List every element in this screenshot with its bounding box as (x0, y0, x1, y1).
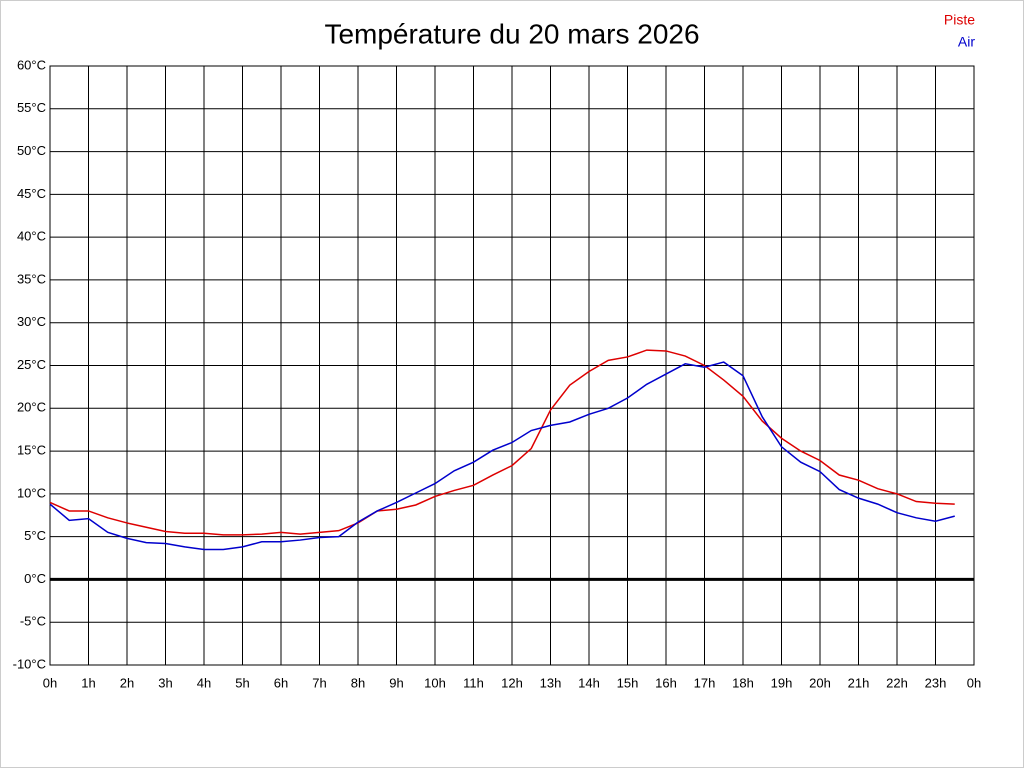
x-tick-label: 9h (389, 675, 403, 690)
chart-title: Température du 20 mars 2026 (324, 18, 699, 49)
x-tick-label: 13h (540, 675, 562, 690)
y-tick-label: -5°C (20, 614, 46, 629)
y-tick-label: 35°C (17, 271, 46, 286)
x-tick-label: 14h (578, 675, 600, 690)
y-tick-label: -10°C (13, 656, 46, 671)
x-tick-label: 22h (886, 675, 908, 690)
y-tick-label: 20°C (17, 400, 46, 415)
x-tick-label: 8h (351, 675, 365, 690)
y-tick-label: 50°C (17, 143, 46, 158)
y-tick-label: 15°C (17, 443, 46, 458)
x-tick-label: 1h (81, 675, 95, 690)
y-tick-label: 60°C (17, 57, 46, 72)
y-tick-label: 5°C (24, 528, 46, 543)
x-tick-label: 4h (197, 675, 211, 690)
x-tick-label: 18h (732, 675, 754, 690)
x-tick-label: 11h (463, 675, 484, 690)
y-tick-label: 45°C (17, 186, 46, 201)
x-tick-label: 20h (809, 675, 831, 690)
x-tick-label: 23h (925, 675, 947, 690)
y-tick-label: 0°C (24, 571, 46, 586)
x-tick-label: 21h (848, 675, 870, 690)
x-tick-label: 7h (312, 675, 326, 690)
x-tick-label: 6h (274, 675, 288, 690)
legend-label: Air (958, 34, 975, 50)
line-series (49, 361, 955, 551)
x-tick-label: 15h (617, 675, 639, 690)
x-tick-label: 3h (158, 675, 172, 690)
x-tick-label: 2h (120, 675, 134, 690)
x-tick-label: 16h (655, 675, 677, 690)
x-tick-label: 5h (235, 675, 249, 690)
y-tick-label: 55°C (17, 100, 46, 115)
y-tick-label: 25°C (17, 357, 46, 372)
x-tick-label: 0h (43, 675, 57, 690)
y-tick-label: 40°C (17, 229, 46, 244)
line-series (49, 349, 955, 536)
x-tick-label: 19h (771, 675, 793, 690)
x-tick-label: 12h (501, 675, 523, 690)
x-tick-label: 0h (967, 675, 981, 690)
x-tick-label: 10h (424, 675, 446, 690)
y-tick-label: 30°C (17, 314, 46, 329)
y-tick-label: 10°C (17, 485, 46, 500)
legend-label: Piste (944, 12, 975, 28)
x-tick-label: 17h (694, 675, 716, 690)
